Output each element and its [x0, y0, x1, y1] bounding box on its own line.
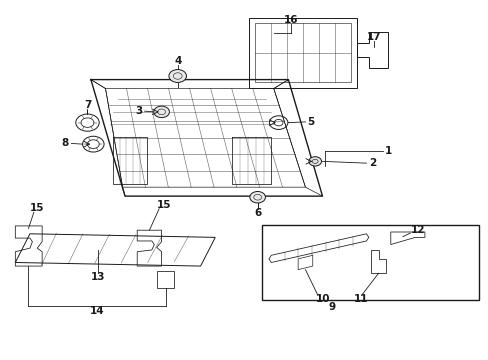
Circle shape [308, 157, 321, 166]
Text: 7: 7 [83, 100, 91, 110]
Text: 17: 17 [366, 32, 380, 41]
Text: 6: 6 [254, 208, 261, 218]
Text: 8: 8 [61, 138, 68, 148]
Text: 13: 13 [91, 272, 105, 282]
Bar [249, 18, 356, 88]
Text: 14: 14 [89, 306, 104, 315]
Text: 12: 12 [409, 225, 424, 235]
Text: 5: 5 [307, 117, 314, 127]
Text: 9: 9 [328, 302, 335, 312]
Text: 11: 11 [353, 294, 368, 305]
Text: 10: 10 [316, 294, 330, 304]
Bar [255, 23, 350, 82]
Text: 3: 3 [135, 106, 142, 116]
Text: 2: 2 [368, 158, 375, 168]
Circle shape [168, 69, 186, 82]
Bar [261, 225, 478, 300]
Text: 15: 15 [157, 200, 171, 210]
Text: 1: 1 [384, 145, 391, 156]
Text: 15: 15 [29, 203, 44, 213]
Text: 4: 4 [174, 55, 181, 66]
Circle shape [249, 192, 265, 203]
Circle shape [154, 106, 169, 118]
Text: 16: 16 [283, 15, 298, 26]
